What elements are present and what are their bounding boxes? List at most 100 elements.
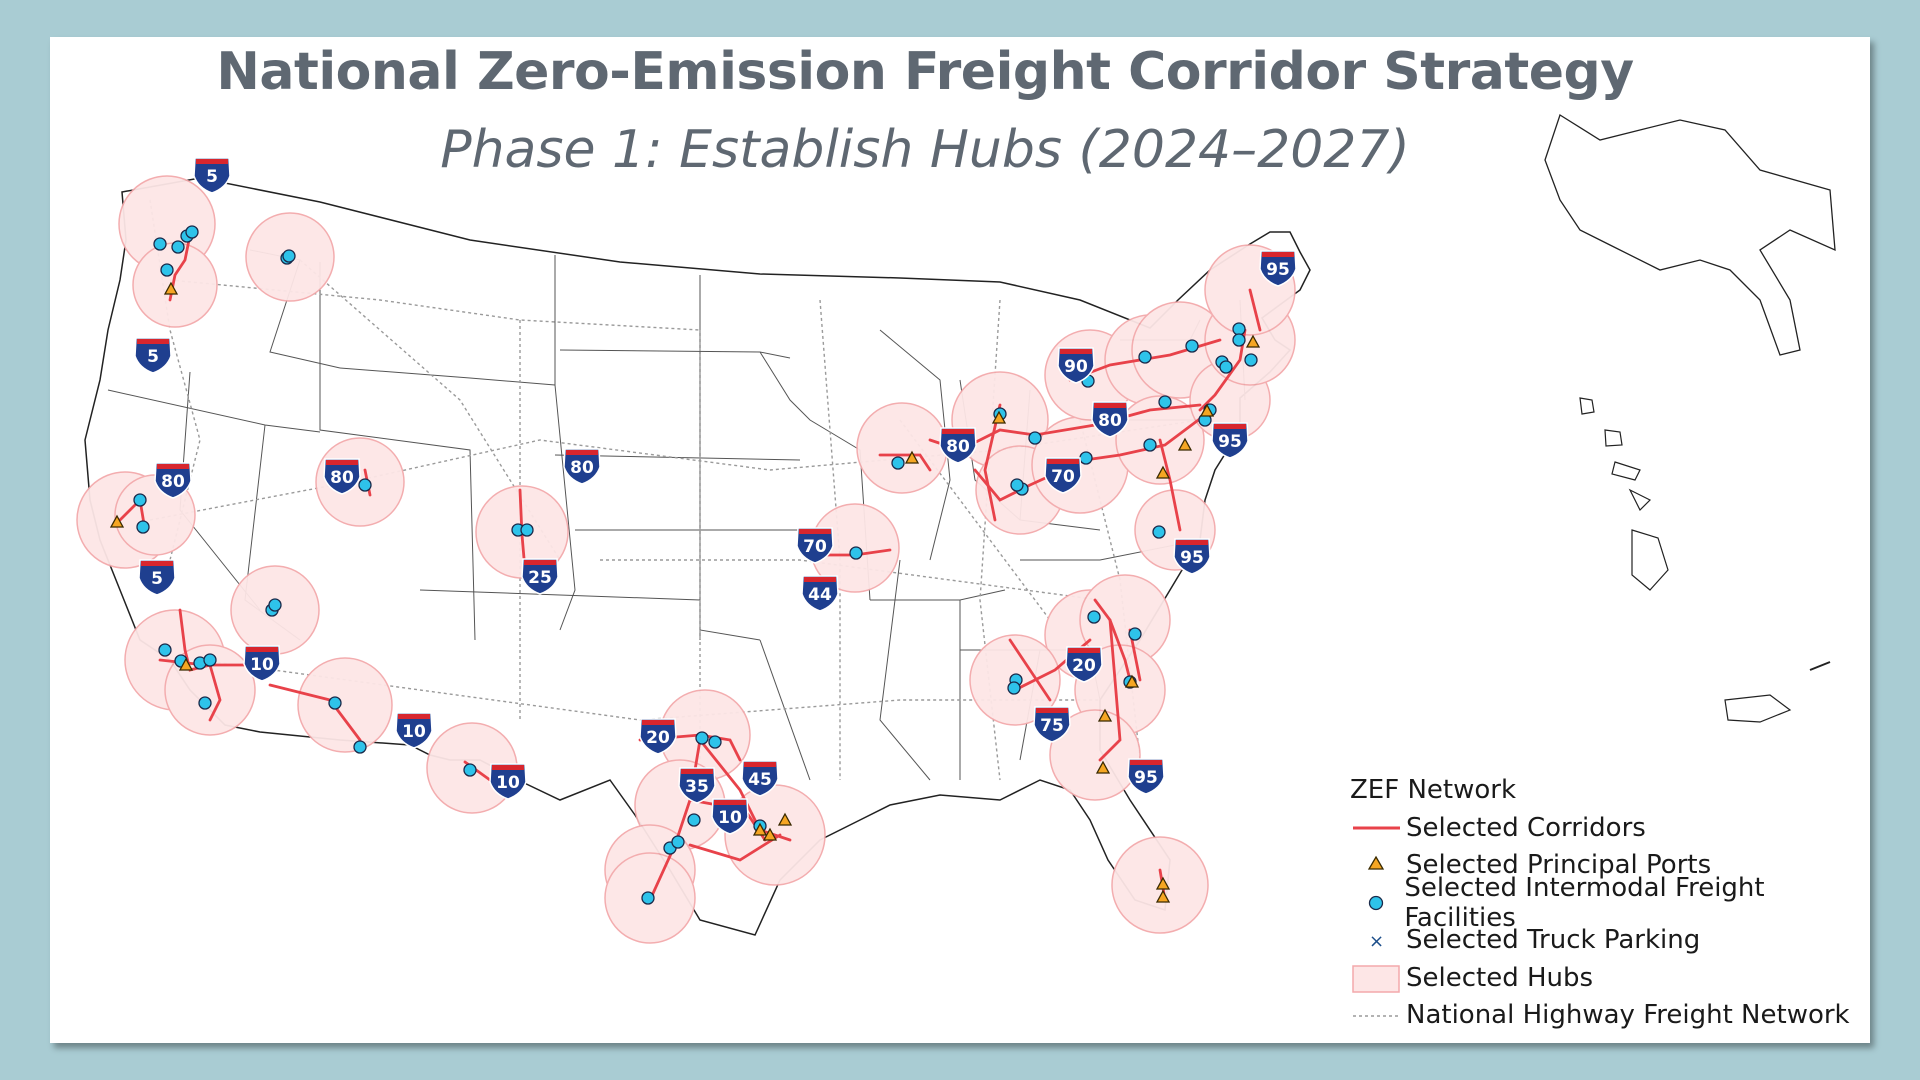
interstate-shield-80: 80 [939, 427, 977, 464]
interstate-shield-10: 10 [395, 712, 433, 749]
interstate-shield-70: 70 [796, 527, 834, 564]
interstate-shields: 5 5 80 5 80 80 25 10 10 10 20 35 45 10 70 44 80 70 90 80 95 9… [134, 157, 1297, 835]
interstate-number: 5 [206, 167, 218, 187]
legend-label: Selected Hubs [1406, 962, 1594, 993]
interstate-number: 95 [1218, 432, 1242, 452]
port-triangle [1155, 889, 1171, 903]
interstate-number: 5 [147, 347, 159, 367]
facility-dot [136, 520, 150, 534]
interstate-number: 10 [250, 655, 274, 675]
interstate-number: 70 [1051, 467, 1075, 487]
puerto-rico-outline [1724, 694, 1792, 723]
pink-square-icon [1352, 965, 1400, 993]
cyan-circle-icon [1368, 895, 1384, 911]
interstate-shield-80: 80 [154, 462, 192, 499]
interstate-number: 95 [1180, 548, 1204, 568]
interstate-shield-10: 10 [711, 798, 749, 835]
facility-dot [1028, 431, 1042, 445]
legend: ZEF Network Selected Corridors Selected … [1350, 775, 1870, 1034]
interstate-shield-75: 75 [1033, 706, 1071, 743]
facility-dot [1079, 451, 1093, 465]
interstate-number: 10 [718, 808, 742, 828]
interstate-shield-80: 80 [323, 458, 361, 495]
port-triangle [1199, 403, 1215, 417]
hub [132, 242, 218, 328]
port-triangle [1095, 760, 1111, 774]
facility-dot [1152, 525, 1166, 539]
interstate-number: 95 [1134, 768, 1158, 788]
hawaii-islands [1579, 397, 1669, 591]
legend-item-corridors: Selected Corridors [1350, 809, 1870, 847]
interstate-number: 80 [330, 468, 354, 488]
port-triangle [762, 827, 778, 841]
interstate-number: 20 [646, 728, 670, 748]
interstate-number: 80 [946, 437, 970, 457]
facility-dot [1010, 478, 1024, 492]
facility-dot [282, 249, 296, 263]
principal-ports [109, 281, 1261, 903]
legend-item-facilities: Selected Intermodal Freight Facilities [1350, 873, 1870, 933]
facility-dot [687, 813, 701, 827]
facility-dot [671, 835, 685, 849]
interstate-number: 70 [803, 537, 827, 557]
facility-dot [185, 225, 199, 239]
interstate-shield-80: 80 [1091, 401, 1129, 438]
interstate-shield-95: 95 [1259, 250, 1297, 287]
port-triangle [1177, 437, 1193, 451]
interstate-shield-80: 80 [563, 448, 601, 485]
interstate-number: 90 [1064, 357, 1088, 377]
legend-label: Selected Principal Ports [1406, 850, 1712, 881]
interstate-number: 80 [161, 472, 185, 492]
legend-item-truck-parking: Selected Truck Parking [1350, 922, 1870, 960]
interstate-number: 80 [1098, 411, 1122, 431]
facility-dot [520, 523, 534, 537]
facility-dot [1232, 333, 1246, 347]
facility-dot [1007, 681, 1021, 695]
x-mark-icon: × [1369, 931, 1384, 952]
hub [1049, 709, 1141, 801]
interstate-shield-95: 95 [1173, 538, 1211, 575]
interstate-number: 75 [1040, 716, 1064, 736]
facility-dot [358, 478, 372, 492]
facility-dot [1244, 353, 1258, 367]
interstate-number: 95 [1266, 260, 1290, 280]
port-triangle [1155, 876, 1171, 890]
hub [856, 402, 948, 494]
facility-dot [849, 546, 863, 560]
legend-label: National Highway Freight Network [1406, 1000, 1850, 1031]
interstate-shield-95: 95 [1127, 758, 1165, 795]
interstate-shield-95: 95 [1211, 422, 1249, 459]
intermodal-freight-facilities [133, 225, 1258, 905]
interstate-number: 10 [402, 722, 426, 742]
facility-dot [160, 263, 174, 277]
facility-dot [353, 740, 367, 754]
facility-dot [171, 240, 185, 254]
interstate-shield-45: 45 [741, 760, 779, 797]
facility-dot [695, 731, 709, 745]
interstate-shield-20: 20 [1065, 646, 1103, 683]
facility-dot [1087, 610, 1101, 624]
interstate-number: 44 [808, 585, 832, 605]
interstate-shield-5: 5 [138, 559, 176, 596]
port-triangle [163, 281, 179, 295]
port-triangle [178, 657, 194, 671]
legend-symbols: × [1352, 826, 1400, 1017]
hub [297, 657, 393, 753]
facility-dot [1128, 627, 1142, 641]
port-triangle [1245, 334, 1261, 348]
facility-dot [708, 735, 722, 749]
port-triangle [904, 450, 920, 464]
interstate-number: 35 [685, 777, 709, 797]
interstate-number: 20 [1072, 656, 1096, 676]
facility-dot [1219, 360, 1233, 374]
port-triangle [109, 514, 125, 528]
facility-dot [1158, 395, 1172, 409]
facility-dot [1232, 322, 1246, 336]
legend-item-hubs: Selected Hubs [1350, 959, 1870, 997]
interstate-number: 80 [570, 458, 594, 478]
interstate-shield-44: 44 [801, 575, 839, 612]
legend-item-nhfn: National Highway Freight Network [1350, 997, 1870, 1035]
map-subtitle: Phase 1: Establish Hubs (2024–2027) [440, 120, 1410, 180]
port-triangle [777, 812, 793, 826]
